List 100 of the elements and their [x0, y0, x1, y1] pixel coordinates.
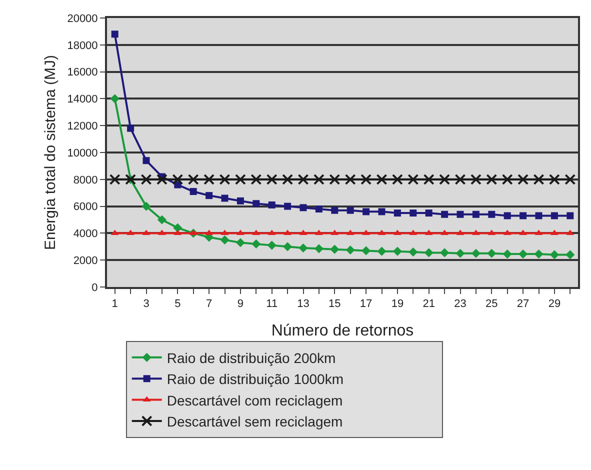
y-tick-label: 14000 [67, 94, 98, 106]
point [550, 212, 558, 220]
point [376, 174, 388, 185]
point [268, 201, 276, 208]
point [252, 239, 261, 249]
x-tick-label: 27 [516, 298, 530, 310]
point [456, 210, 464, 218]
point [535, 212, 542, 220]
point [456, 248, 465, 258]
point [282, 174, 294, 185]
x-tick-label: 1 [112, 298, 118, 310]
point [550, 250, 559, 260]
point [206, 192, 213, 200]
point [314, 244, 324, 254]
point [566, 250, 575, 260]
point [360, 174, 372, 185]
point [362, 208, 370, 216]
point [236, 197, 244, 204]
point [439, 174, 450, 185]
point [533, 174, 544, 185]
point [329, 174, 340, 185]
point [486, 174, 498, 185]
x-tick-label: 21 [422, 298, 435, 310]
x-tick-label: 25 [486, 298, 498, 310]
point [220, 235, 230, 244]
x-tick-label: 3 [143, 298, 150, 310]
point [221, 194, 228, 202]
y-tick-label: 8000 [73, 174, 98, 186]
point [392, 174, 403, 185]
point [488, 210, 496, 218]
y-tick-label: 6000 [73, 201, 98, 214]
y-tick-label: 16000 [67, 66, 98, 79]
point [219, 174, 230, 185]
point [408, 174, 419, 185]
x-tick-label: 23 [454, 298, 466, 310]
point [330, 244, 340, 254]
legend-label: Descartável com reciclagem [166, 392, 343, 408]
point [300, 204, 307, 212]
x-tick-label: 15 [328, 298, 341, 310]
point [127, 124, 134, 132]
point [518, 174, 529, 185]
point [267, 240, 276, 250]
point [236, 238, 245, 248]
x-tick-label: 13 [297, 298, 310, 310]
point [394, 210, 401, 217]
point [284, 202, 292, 210]
point [520, 212, 527, 220]
point [190, 188, 197, 196]
point [156, 174, 168, 185]
x-tick-label: 9 [237, 298, 244, 310]
point [423, 174, 434, 185]
point [441, 210, 448, 218]
point [410, 210, 417, 217]
y-tick-label: 2000 [73, 254, 98, 267]
point [140, 174, 152, 185]
point [252, 200, 260, 208]
x-axis-title: Número de retornos [271, 322, 414, 340]
point [502, 250, 512, 259]
point [487, 248, 496, 258]
point [425, 210, 432, 217]
y-tick-label: 4000 [73, 228, 98, 240]
point [470, 174, 482, 185]
point [454, 174, 466, 185]
point [172, 174, 184, 185]
point [157, 215, 166, 224]
x-tick-label: 11 [266, 298, 278, 310]
x-tick-label: 17 [360, 298, 372, 310]
point [298, 243, 308, 253]
point [534, 250, 544, 259]
point [250, 174, 262, 185]
y-axis-title: Energia total do sistema (MJ) [42, 54, 59, 250]
point [188, 174, 199, 185]
point [566, 212, 574, 220]
point [204, 174, 215, 185]
point [408, 247, 418, 257]
x-tick-label: 7 [206, 298, 212, 310]
point [344, 174, 356, 185]
point [110, 94, 120, 104]
point [142, 157, 150, 164]
point [346, 245, 355, 255]
point [331, 206, 338, 214]
point [378, 208, 386, 216]
point [564, 174, 576, 185]
point [377, 246, 386, 256]
x-tick-label: 5 [174, 298, 181, 310]
legend-label: Raio de distribuição 1000km [166, 371, 344, 388]
y-tick-label: 20000 [67, 12, 98, 25]
point [440, 248, 450, 258]
point [346, 206, 354, 214]
point [502, 174, 513, 185]
point [313, 174, 324, 185]
point [142, 202, 151, 211]
point [472, 210, 480, 218]
point [362, 246, 371, 256]
point [315, 205, 322, 212]
point [283, 242, 292, 252]
y-tick-label: 10000 [67, 147, 98, 160]
point [109, 174, 120, 185]
legend-label: Descartável sem reciclagem [166, 413, 343, 430]
point [266, 174, 278, 185]
